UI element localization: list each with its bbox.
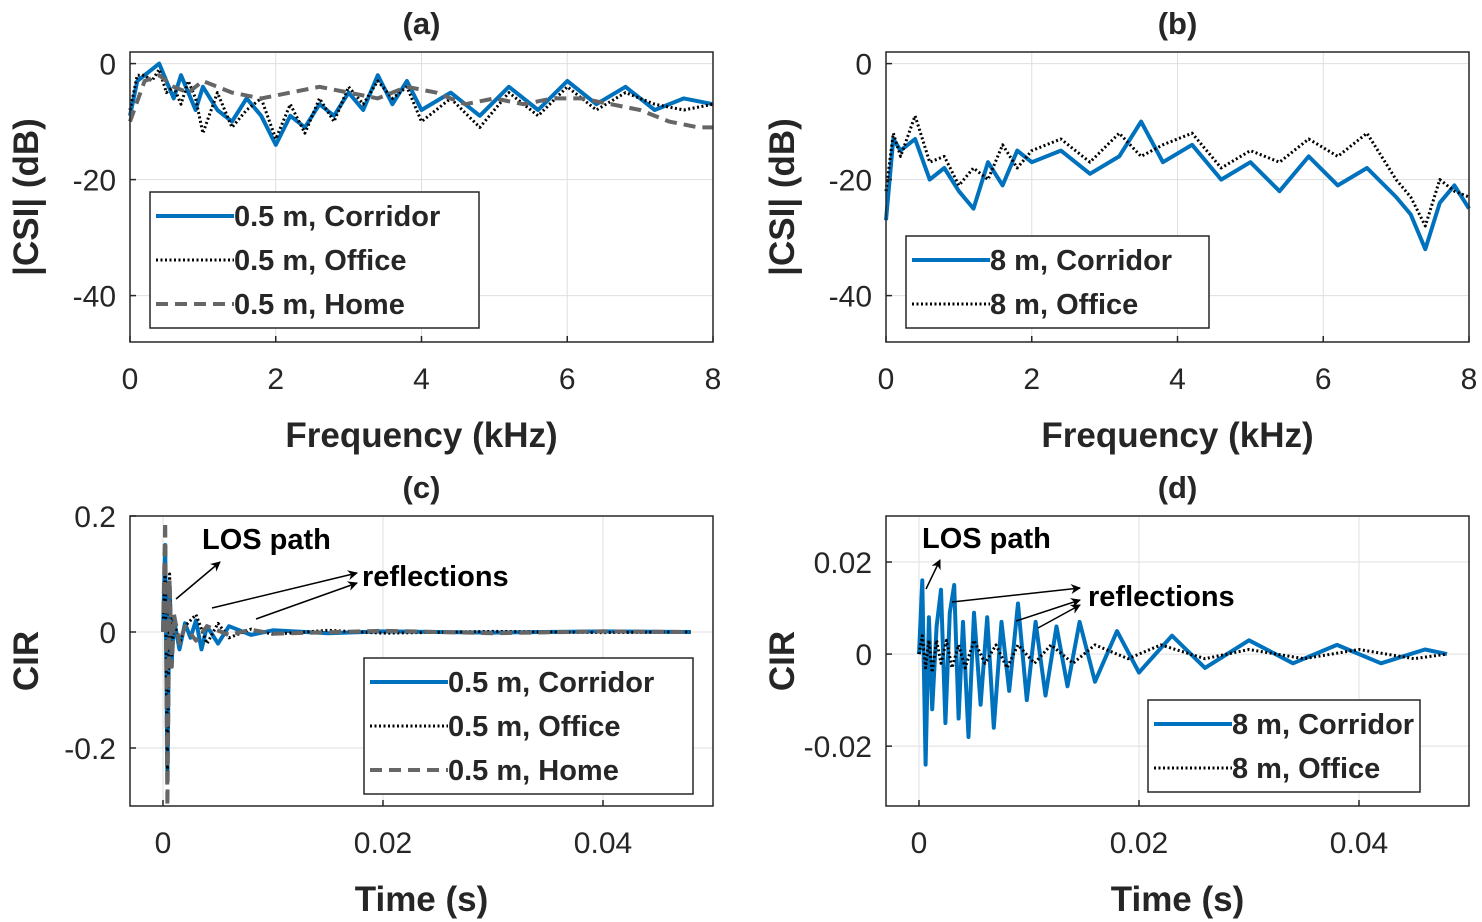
y-tick-label: -20 — [73, 165, 116, 198]
legend-entry: 8 m, Corridor — [990, 245, 1172, 277]
reflection-arrow — [211, 570, 358, 609]
legend: 8 m, Corridor 8 m, Office — [1147, 699, 1421, 793]
x-tick-label: 0 — [878, 363, 895, 396]
los-path-annotation: LOS path — [202, 524, 331, 556]
x-tick-label: 0 — [122, 363, 139, 396]
panel-a-chart: 0 2 4 6 8 0 -20 -40 (a) Frequency (kHz) |CSI| (dB)… — [7, 6, 721, 455]
legend-entry: 0.5 m, Office — [448, 711, 620, 743]
x-tick-label: 0.04 — [1330, 827, 1388, 860]
y-axis-label: |CSI| (dB) — [7, 118, 46, 276]
los-path-annotation: LOS path — [922, 523, 1051, 555]
panel-title: (c) — [403, 470, 441, 505]
x-axis-label: Frequency (kHz) — [1041, 416, 1313, 455]
reflections-annotation: reflections — [362, 561, 509, 593]
legend-entry: 0.5 m, Corridor — [448, 667, 654, 699]
legend-entry: 0.5 m, Corridor — [234, 201, 440, 233]
panel-title: (a) — [403, 6, 441, 41]
series-line-corridor — [917, 578, 1448, 767]
reflections-annotation: reflections — [1088, 581, 1235, 613]
y-tick-label: 0 — [99, 617, 116, 650]
legend-entry: 0.5 m, Home — [234, 289, 405, 321]
y-tick-label: -40 — [73, 281, 116, 314]
los-arrow — [925, 559, 941, 590]
reflection-arrow — [1015, 598, 1081, 622]
y-tick-label: -0.02 — [804, 731, 872, 764]
legend-entry: 8 m, Corridor — [1232, 709, 1414, 741]
series-line-office — [161, 566, 692, 785]
x-tick-label: 4 — [413, 363, 430, 396]
y-tick-label: -40 — [829, 281, 872, 314]
y-tick-label: 0.2 — [74, 501, 116, 534]
legend: 8 m, Corridor 8 m, Office — [905, 235, 1210, 329]
legend-entry: 0.5 m, Office — [234, 245, 406, 277]
y-tick-label: -20 — [829, 165, 872, 198]
legend-box — [905, 235, 1210, 329]
y-axis-label: CIR — [7, 631, 46, 691]
y-tick-label: 0 — [855, 639, 872, 672]
y-tick-label: 0 — [855, 49, 872, 82]
series-line-office — [917, 634, 1448, 674]
legend-entry: 8 m, Office — [990, 289, 1138, 321]
x-tick-label: 0.02 — [354, 827, 412, 860]
legend-box — [1147, 699, 1421, 793]
x-axis-label: Frequency (kHz) — [285, 416, 557, 455]
series-line-home — [128, 73, 713, 130]
series-line-corridor — [884, 119, 1471, 252]
x-axis-label: Time (s) — [355, 880, 489, 919]
x-tick-label: 0.04 — [574, 827, 632, 860]
series-line-office — [884, 114, 1470, 228]
x-axis-label: Time (s) — [1111, 880, 1245, 919]
los-arrow — [175, 561, 221, 600]
x-tick-label: 0.02 — [1110, 827, 1168, 860]
panel-d-chart: 0 0.02 0.04 0.02 0 -0.02 (d) Time (s) CIR LOS pat… — [763, 470, 1470, 919]
panel-title: (b) — [1158, 6, 1198, 41]
series-line-home — [161, 519, 692, 808]
y-tick-label: -0.2 — [64, 733, 116, 766]
panel-title: (d) — [1158, 470, 1198, 505]
x-tick-label: 0 — [911, 827, 928, 860]
x-tick-label: 6 — [1315, 363, 1332, 396]
reflection-arrow — [951, 584, 1081, 603]
y-tick-label: 0 — [99, 49, 116, 82]
x-tick-label: 4 — [1169, 363, 1186, 396]
y-axis-label: |CSI| (dB) — [763, 118, 802, 276]
legend-entry: 8 m, Office — [1232, 753, 1380, 785]
y-tick-label: 0.02 — [814, 547, 872, 580]
x-tick-label: 8 — [1461, 363, 1478, 396]
x-tick-label: 2 — [267, 363, 284, 396]
panel-c-chart: 0 0.02 0.04 0.2 0 -0.2 (c) Time (s) CIR LOS path r… — [7, 470, 714, 919]
axes-box — [885, 515, 1470, 807]
reflection-arrow — [255, 581, 358, 620]
panel-b-chart: 0 2 4 6 8 0 -20 -40 (b) Frequency (kHz) |CSI| (dB)… — [763, 6, 1477, 455]
reflection-arrow — [1037, 604, 1081, 629]
x-tick-label: 0 — [155, 827, 172, 860]
x-tick-label: 6 — [559, 363, 576, 396]
x-tick-label: 8 — [705, 363, 722, 396]
legend-entry: 0.5 m, Home — [448, 755, 619, 787]
legend: 0.5 m, Corridor 0.5 m, Office 0.5 m, Home — [363, 657, 694, 795]
y-axis-label: CIR — [763, 631, 802, 691]
axes-box — [129, 515, 714, 807]
x-tick-label: 2 — [1023, 363, 1040, 396]
legend: 0.5 m, Corridor 0.5 m, Office 0.5 m, Home — [149, 191, 480, 329]
